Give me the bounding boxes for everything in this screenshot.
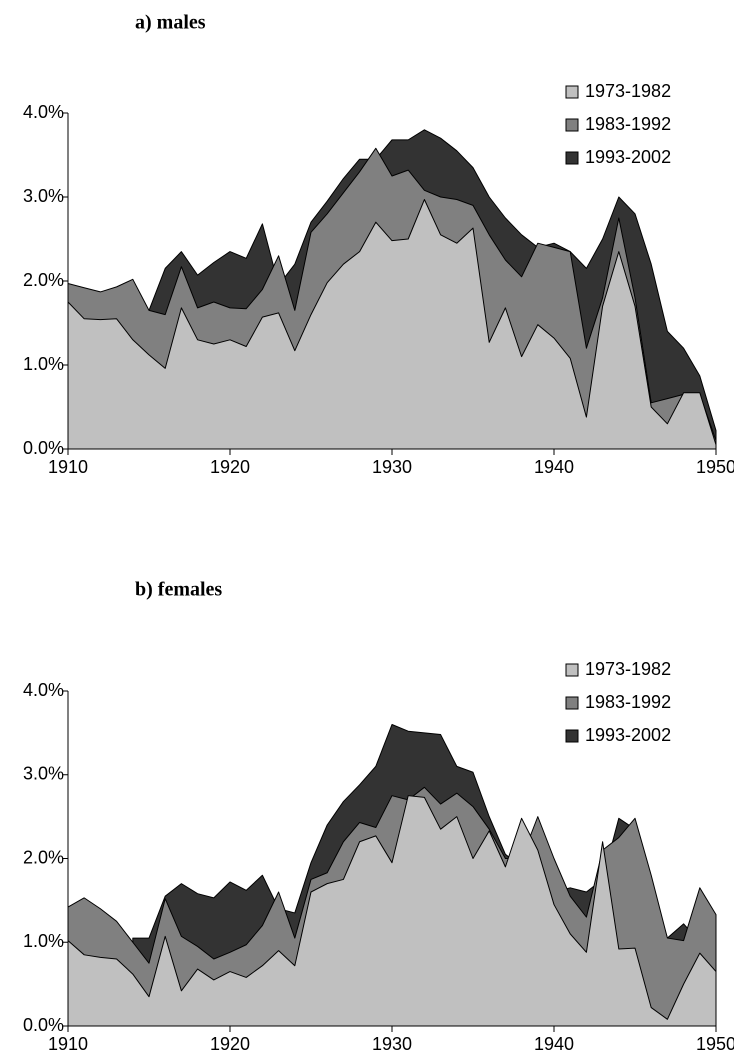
legend-swatch (565, 118, 579, 132)
y-tick-label: 0.0% (23, 438, 64, 458)
legend-label: 1993-2002 (585, 725, 671, 745)
y-tick-label: 0.0% (23, 1015, 64, 1035)
legend-swatch (565, 729, 579, 743)
chart-title: a) males (135, 12, 206, 34)
legend-label: 1973-1982 (585, 659, 671, 679)
legend-label: 1983-1992 (585, 692, 671, 712)
y-tick-label: 2.0% (23, 270, 64, 290)
x-tick-label: 1920 (210, 1034, 250, 1054)
y-tick-label: 4.0% (23, 680, 64, 700)
x-tick-label: 1950 (696, 457, 734, 477)
legend-swatch (565, 85, 579, 99)
y-tick-label: 1.0% (23, 931, 64, 951)
x-tick-label: 1950 (696, 1034, 734, 1054)
y-tick-label: 3.0% (23, 764, 64, 784)
legend-label: 1973-1982 (585, 81, 671, 101)
x-tick-label: 1940 (534, 457, 574, 477)
legend-swatch (565, 696, 579, 710)
x-tick-label: 1910 (48, 457, 88, 477)
y-tick-label: 2.0% (23, 847, 64, 867)
legend-swatch (565, 151, 579, 165)
y-tick-label: 4.0% (23, 102, 64, 122)
area (67, 795, 717, 1027)
y-tick-label: 3.0% (23, 186, 64, 206)
legend-label: 1983-1992 (585, 114, 671, 134)
legend-label: 1993-2002 (585, 147, 671, 167)
x-tick-label: 1930 (372, 1034, 412, 1054)
x-tick-label: 1930 (372, 457, 412, 477)
x-tick-label: 1940 (534, 1034, 574, 1054)
y-tick-label: 1.0% (23, 354, 64, 374)
area (67, 199, 717, 450)
legend-swatch (565, 663, 579, 677)
x-tick-label: 1920 (210, 457, 250, 477)
x-tick-label: 1910 (48, 1034, 88, 1054)
chart-title: b) females (135, 579, 222, 601)
